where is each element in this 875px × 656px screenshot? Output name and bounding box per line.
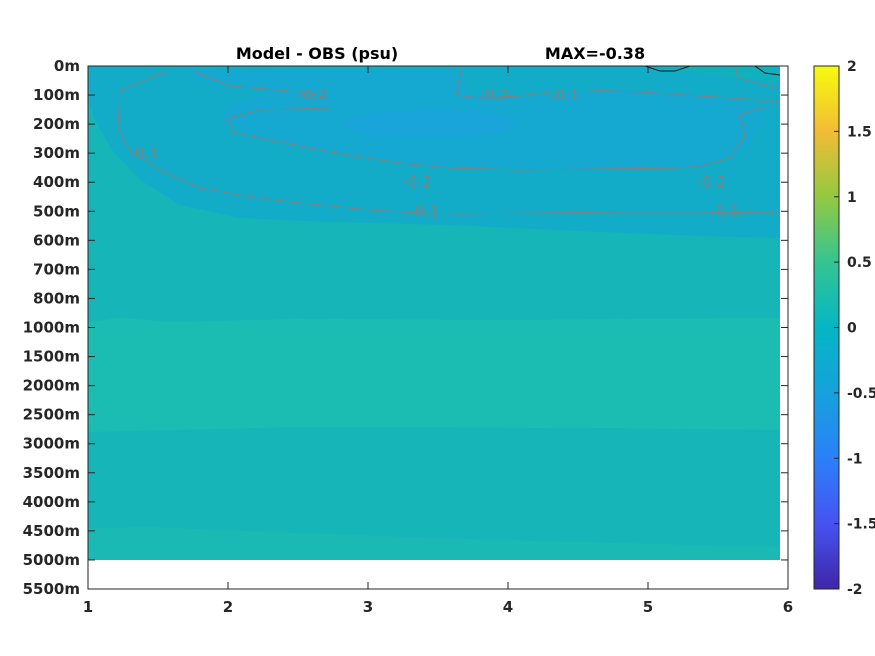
field-core xyxy=(345,110,515,138)
contour-label: -0.1 xyxy=(129,144,158,162)
x-tick-label: 3 xyxy=(363,598,373,616)
contour-line-top-right xyxy=(589,89,780,101)
chart-title: Model - OBS (psu) xyxy=(236,44,398,63)
y-tick-label: 2500m xyxy=(23,406,80,424)
colorbar-tick-label: 1.5 xyxy=(847,124,872,140)
colorbar-tick-label: 0.5 xyxy=(847,255,872,271)
colorbar-ticks: 2 1.5 1 0.5 0 -0.5 -1 -1.5 -2 xyxy=(834,59,875,598)
x-tick-label: 6 xyxy=(783,598,793,616)
contour-line-surface-patch xyxy=(734,66,780,89)
contour-label: -0.2 xyxy=(402,173,431,191)
y-tick-label: 300m xyxy=(33,144,80,162)
contour-label: -0.1 xyxy=(710,202,739,220)
colorbar-gradient xyxy=(813,65,840,590)
y-tick-label: 3000m xyxy=(23,435,80,453)
y-tick-label: 100m xyxy=(33,86,80,104)
colorbar-tick-label: 0 xyxy=(847,321,857,337)
y-tick-label: 2000m xyxy=(23,377,80,395)
y-axis: 0m 100m 200m 300m 400m 500m 600m 700m 800m 1000m 1… xyxy=(23,57,788,598)
max-annotation: MAX=-0.38 xyxy=(545,44,645,63)
y-tick-label: 5500m xyxy=(23,580,80,598)
colorbar-tick-label: -2 xyxy=(847,582,863,598)
y-tick-label: 600m xyxy=(33,231,80,249)
x-tick-label: 4 xyxy=(503,598,513,616)
y-tick-label: 700m xyxy=(33,260,80,278)
y-tick-label: 1000m xyxy=(23,319,80,337)
colorbar: 2 1.5 1 0.5 0 -0.5 -1 -1.5 -2 xyxy=(813,59,875,598)
colorbar-tick-label: 1 xyxy=(847,190,857,206)
y-tick-label: 500m xyxy=(33,202,80,220)
contour-line-upper-left xyxy=(194,71,331,99)
y-tick-label: 800m xyxy=(33,289,80,307)
colorbar-tick-label: -0.5 xyxy=(847,386,875,402)
contour-line-outer xyxy=(117,71,780,215)
contour-line-zero-right xyxy=(754,66,780,76)
y-tick-label: 200m xyxy=(33,115,80,133)
plot-area: -0.2 -0.2 -0.1 -0.1 -0.2 -0.2 -0.1 -0.1 xyxy=(88,66,780,560)
field-patch-surface xyxy=(640,66,780,82)
colorbar-tick-label: -1.5 xyxy=(847,517,875,533)
contour-labels: -0.2 -0.2 -0.1 -0.1 -0.2 -0.2 -0.1 -0.1 xyxy=(129,86,739,220)
colorbar-tick-label: 2 xyxy=(847,59,857,75)
contour-line-top xyxy=(455,66,551,99)
contour-label: -0.1 xyxy=(409,202,438,220)
y-tick-label: 5000m xyxy=(23,551,80,569)
x-tick-label: 5 xyxy=(643,598,653,616)
x-tick-label: 1 xyxy=(83,598,93,616)
contour-label: -0.1 xyxy=(549,86,578,104)
contour-line-inner xyxy=(227,106,780,171)
y-tick-label: 4500m xyxy=(23,522,80,540)
x-axis: 1 2 3 4 5 6 xyxy=(83,66,793,616)
contour-label: -0.2 xyxy=(479,86,508,104)
contour-lines-zero xyxy=(644,66,780,76)
contour-line-zero-left xyxy=(644,66,691,72)
contour-label: -0.2 xyxy=(696,173,725,191)
y-tick-label: 400m xyxy=(33,173,80,191)
contour-lines xyxy=(117,66,780,215)
field-band-middepth xyxy=(88,318,780,432)
y-tick-label: 4000m xyxy=(23,493,80,511)
contour-label: -0.2 xyxy=(297,86,326,104)
x-tick-label: 2 xyxy=(223,598,233,616)
no-data-region xyxy=(88,560,780,589)
field-band-bottom xyxy=(88,527,780,560)
y-tick-label: 3500m xyxy=(23,464,80,482)
y-tick-label: 0m xyxy=(54,57,80,75)
y-tick-label: 1500m xyxy=(23,348,80,366)
colorbar-tick-label: -1 xyxy=(847,451,863,467)
